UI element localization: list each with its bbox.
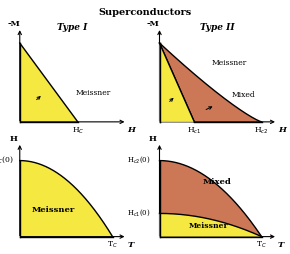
Polygon shape: [160, 161, 262, 237]
Text: T$_C$: T$_C$: [256, 239, 267, 249]
Text: H$_{c2}$: H$_{c2}$: [254, 125, 269, 135]
Text: -M: -M: [146, 20, 159, 28]
Text: H: H: [10, 135, 17, 142]
Polygon shape: [20, 44, 78, 122]
Text: Type II: Type II: [200, 23, 235, 32]
Text: Meissner: Meissner: [211, 59, 247, 67]
Polygon shape: [160, 44, 194, 122]
Text: Superconductors: Superconductors: [98, 8, 192, 17]
Text: Type I: Type I: [57, 23, 88, 32]
Text: H$_C$(0): H$_C$(0): [0, 153, 14, 164]
Text: H$_C$: H$_C$: [72, 125, 84, 135]
Polygon shape: [160, 44, 194, 122]
Text: T: T: [278, 240, 284, 248]
Text: Mixed: Mixed: [231, 90, 255, 99]
Text: H$_{c2}$(0): H$_{c2}$(0): [127, 154, 151, 164]
Text: H$_{c1}$: H$_{c1}$: [187, 125, 202, 135]
Text: Meissner: Meissner: [32, 205, 75, 213]
Text: H$_{c1}$(0): H$_{c1}$(0): [127, 207, 151, 217]
Text: H: H: [148, 135, 157, 142]
Text: -M: -M: [7, 20, 20, 28]
Text: T: T: [127, 240, 134, 248]
Polygon shape: [160, 44, 262, 122]
Text: Meissner: Meissner: [188, 221, 228, 229]
Polygon shape: [160, 214, 262, 237]
Text: H: H: [278, 126, 286, 134]
Polygon shape: [20, 161, 113, 237]
Text: Mixed: Mixed: [203, 177, 232, 185]
Text: T$_C$: T$_C$: [107, 239, 118, 249]
Text: Meissner: Meissner: [76, 89, 111, 97]
Text: H: H: [127, 126, 135, 134]
